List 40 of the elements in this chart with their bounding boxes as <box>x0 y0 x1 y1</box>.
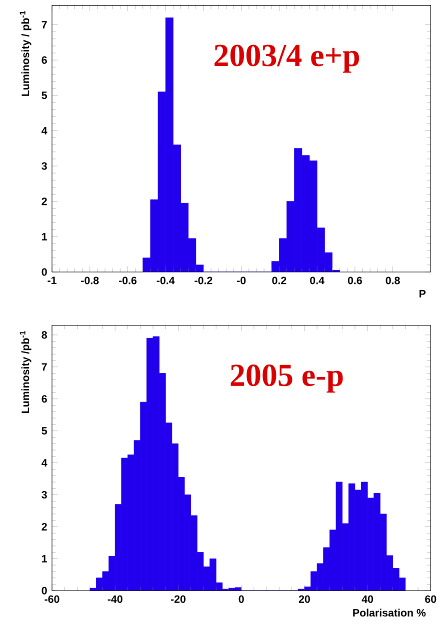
x-tick-label: -0.8 <box>81 276 99 284</box>
y-tick-label: 7 <box>42 21 47 28</box>
x-tick-label: 0.4 <box>310 276 324 284</box>
y-tick-label: 0 <box>42 586 47 594</box>
x-tick-label: 0 <box>238 595 244 603</box>
y-tick-label: 7 <box>42 363 47 371</box>
x-axis-title: P <box>420 290 426 298</box>
y-tick-label: 0 <box>42 268 47 276</box>
y-axis-title: Luminosity / pb$^{-1}$ <box>20 10 32 96</box>
y-tick-label: 2 <box>42 523 47 530</box>
x-tick-label: -40 <box>108 595 122 603</box>
x-tick-label: 0.6 <box>348 276 362 284</box>
x-tick-label: -0 <box>236 276 246 284</box>
y-axis-title: Luminosity /pb$^{-1}$ <box>20 330 32 413</box>
y-tick-label: 1 <box>42 555 47 562</box>
x-tick-label: -0.4 <box>156 276 175 284</box>
x-tick-label: -20 <box>170 595 186 603</box>
x-tick-label: -0.2 <box>194 276 212 284</box>
x-tick-label: 0.8 <box>386 276 400 284</box>
x-tick-label: -60 <box>44 595 60 603</box>
x-tick-label: 20 <box>298 595 310 603</box>
annotation: 2005 e-p <box>230 364 343 393</box>
y-tick-label: 5 <box>42 427 47 435</box>
y-tick-label: 1 <box>42 233 47 240</box>
x-tick-label: -1 <box>48 276 56 284</box>
y-tick-label: 8 <box>42 331 47 339</box>
y-tick-label: 3 <box>42 162 47 170</box>
annotation: 2003/4 e+p <box>214 44 360 73</box>
y-tick-label: 4 <box>42 459 48 466</box>
y-tick-label: 2 <box>42 198 47 206</box>
y-tick-label: 6 <box>42 395 47 403</box>
x-tick-label: 60 <box>425 595 436 603</box>
x-tick-label: 40 <box>362 595 374 603</box>
y-tick-label: 5 <box>42 92 47 100</box>
x-tick-label: 0.2 <box>272 276 286 284</box>
x-tick-label: -0.6 <box>118 276 137 284</box>
x-axis-title: Polarisation % <box>353 608 426 617</box>
y-tick-label: 4 <box>42 127 48 134</box>
y-tick-label: 6 <box>42 56 47 64</box>
y-tick-label: 3 <box>42 490 47 499</box>
